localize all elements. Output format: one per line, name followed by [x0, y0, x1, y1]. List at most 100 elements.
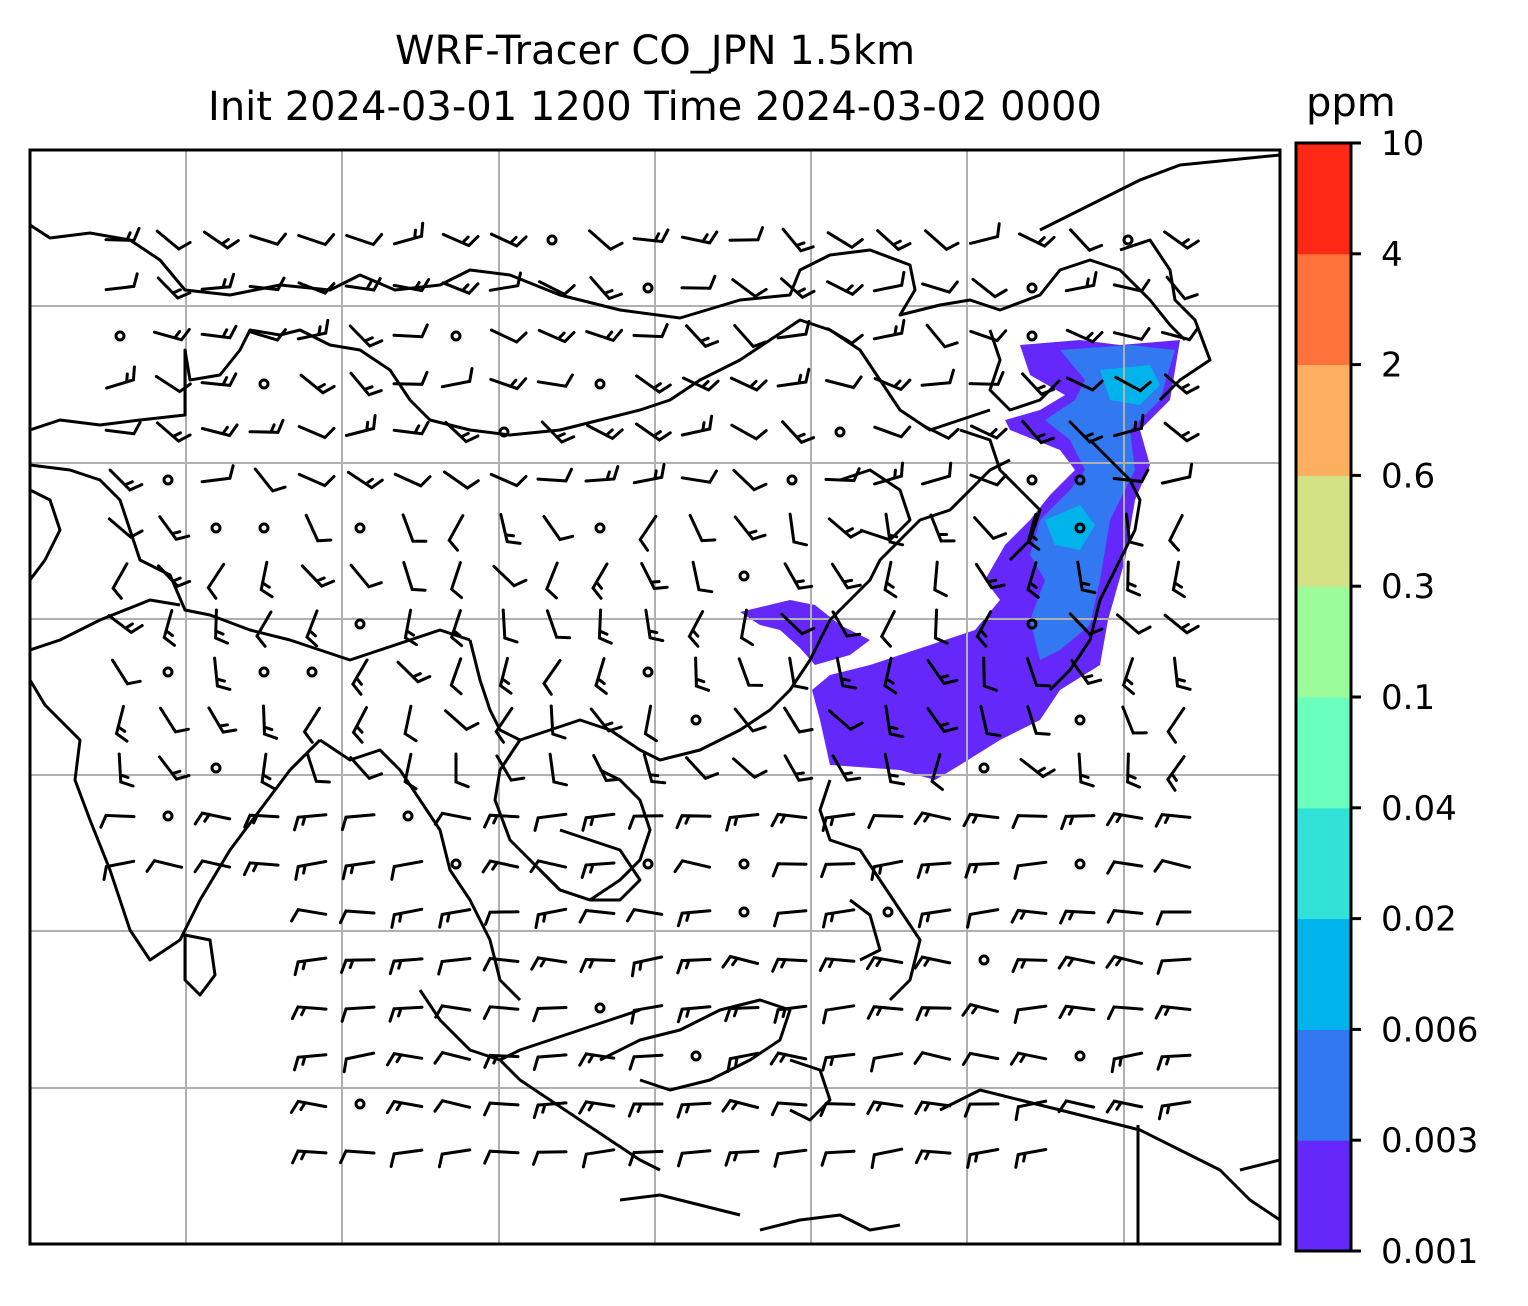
- wind-barb: [1019, 757, 1056, 779]
- wind-barb: [532, 1053, 568, 1071]
- wind-barb: [822, 908, 856, 929]
- wind-barb: [673, 859, 712, 874]
- plume-shade-mid: [1030, 345, 1175, 660]
- wind-barb: [200, 464, 235, 484]
- wind-barb: [776, 320, 811, 340]
- wind-barb: [438, 908, 472, 929]
- wind-barb: [870, 859, 904, 881]
- wind-barb: [586, 424, 624, 441]
- wind-barb: [872, 318, 906, 341]
- colorbar-tick-label: 10: [1381, 124, 1424, 164]
- wind-barb: [1069, 228, 1104, 252]
- calm-circle: [546, 234, 558, 246]
- wind-barb: [1058, 1004, 1096, 1020]
- wind-barb: [1026, 561, 1040, 599]
- wind-barb: [1106, 860, 1144, 875]
- wind-barb: [1121, 705, 1148, 735]
- wind-barb: [402, 561, 427, 592]
- wind-barb: [545, 609, 572, 640]
- wind-barb: [433, 1099, 472, 1113]
- colorbar-bin-2: [1296, 918, 1351, 1030]
- wind-barb: [1057, 1099, 1096, 1114]
- wind-barb: [680, 414, 714, 437]
- wind-barb: [578, 1100, 616, 1115]
- wind-barb: [342, 1051, 376, 1074]
- wind-barb: [1112, 327, 1151, 342]
- calm-circle: [1026, 282, 1038, 294]
- wind-barb: [676, 1101, 712, 1119]
- calm-circle: [1074, 522, 1086, 534]
- wind-barb: [1065, 376, 1104, 392]
- calm-circle: [162, 810, 174, 822]
- wind-barb: [530, 956, 568, 971]
- wind-barb: [1126, 560, 1142, 597]
- wind-barb: [291, 1149, 328, 1165]
- wind-barb: [1126, 752, 1142, 789]
- wind-barb: [581, 812, 616, 832]
- wind-barb: [642, 753, 667, 785]
- wind-barb: [632, 228, 670, 244]
- calm-circle: [690, 714, 702, 726]
- wind-barb: [213, 656, 232, 691]
- wind-barb: [1026, 705, 1051, 736]
- wind-barb: [873, 425, 912, 439]
- wind-barb: [628, 1149, 664, 1167]
- wind-barb: [200, 372, 238, 387]
- wind-barb: [545, 561, 559, 600]
- wind-barb: [494, 706, 514, 744]
- wind-barb: [203, 230, 240, 250]
- wind-barb: [1064, 271, 1098, 293]
- calm-circle: [1074, 1050, 1086, 1062]
- wind-barb: [824, 375, 863, 390]
- wind-barb: [788, 512, 808, 547]
- wind-barb: [1112, 468, 1150, 484]
- wind-barb: [293, 813, 328, 832]
- wind-barb: [200, 272, 236, 291]
- wind-barb: [826, 327, 864, 346]
- wind-barb: [107, 614, 144, 635]
- calm-circle: [210, 762, 222, 774]
- wind-barb: [1026, 657, 1051, 688]
- wind-barb: [1068, 420, 1104, 444]
- wind-barb: [969, 473, 1008, 487]
- wind-barb: [104, 226, 141, 242]
- wind-barb: [349, 371, 383, 397]
- wind-barb: [449, 561, 464, 600]
- wind-barb: [872, 270, 906, 293]
- wind-barb: [915, 1006, 952, 1022]
- wind-barb: [632, 463, 666, 485]
- wind-barb: [200, 324, 238, 340]
- colorbar-bin-4: [1296, 697, 1351, 809]
- calm-circle: [1074, 474, 1086, 486]
- wind-barb: [883, 560, 898, 599]
- wind-barb: [341, 860, 376, 881]
- colorbar-tick-label: 0.003: [1381, 1121, 1478, 1161]
- wind-barb: [691, 560, 714, 594]
- wind-barb: [440, 367, 474, 389]
- wind-barb: [1166, 755, 1186, 792]
- map-panel: [30, 150, 1280, 1244]
- calm-circle: [1026, 474, 1038, 486]
- wind-barb: [488, 271, 522, 292]
- wind-barb: [835, 656, 857, 690]
- wind-barb: [351, 706, 368, 744]
- wind-barb: [1163, 373, 1200, 395]
- wind-barb: [1156, 1053, 1192, 1071]
- calm-circle: [834, 426, 846, 438]
- wind-barb: [924, 229, 960, 252]
- wind-barb: [726, 1051, 760, 1073]
- calm-circle: [642, 858, 654, 870]
- wind-barb: [159, 706, 190, 734]
- wind-barb: [454, 752, 470, 789]
- wind-barb: [589, 707, 623, 733]
- wind-barb: [499, 512, 522, 545]
- colorbar-tick-label: 4: [1381, 235, 1403, 275]
- wind-barb: [349, 756, 383, 781]
- wind-barb: [153, 328, 191, 342]
- wind-barb: [821, 1052, 856, 1072]
- wind-barb: [297, 472, 336, 488]
- wind-barb: [1105, 954, 1144, 969]
- wind-barb: [831, 754, 862, 782]
- wind-barb: [154, 374, 192, 394]
- wind-barb: [447, 514, 465, 552]
